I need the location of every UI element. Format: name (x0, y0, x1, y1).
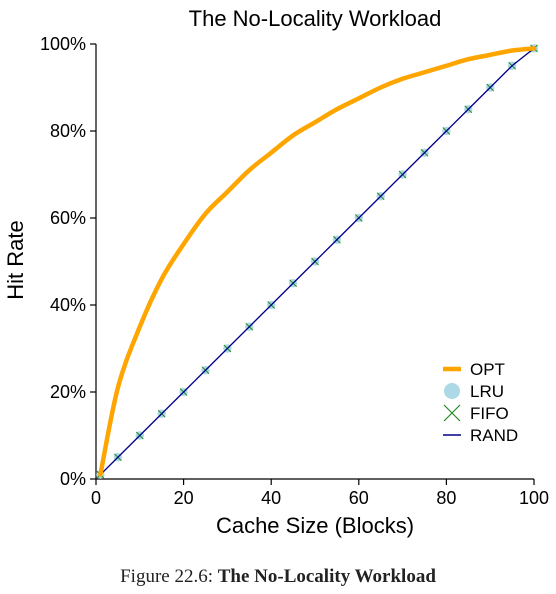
chart: The No-Locality Workload 0 20 40 60 80 100 0% 2… (3, 6, 549, 538)
legend-label: LRU (470, 382, 504, 401)
x-tick-label: 0 (91, 488, 101, 508)
legend-item-lru: LRU (444, 382, 504, 401)
y-axis-label: Hit Rate (3, 220, 28, 299)
caption-title: The No-Locality Workload (217, 566, 436, 587)
y-tick-label: 80% (50, 121, 86, 141)
legend-label: OPT (470, 360, 505, 379)
y-tick-label: 100% (40, 34, 86, 54)
rand-line (99, 47, 535, 476)
y-tick-label: 0% (60, 469, 86, 489)
legend-label: FIFO (470, 404, 509, 423)
caption-prefix: Figure 22.6: (120, 566, 218, 587)
legend-item-opt: OPT (443, 360, 505, 379)
opt-line (98, 46, 537, 477)
x-tick-label: 40 (261, 488, 281, 508)
figure-caption: Figure 22.6: The No-Locality Workload (0, 566, 556, 588)
legend-item-fifo: FIFO (443, 404, 509, 423)
x-tick-label: 80 (436, 488, 456, 508)
plot-area (96, 44, 539, 479)
x-tick-label: 20 (174, 488, 194, 508)
x-tick-label: 60 (349, 488, 369, 508)
axes: 0 20 40 60 80 100 0% 20% 40% 60% 80% 100% (40, 34, 549, 508)
y-tick-label: 40% (50, 295, 86, 315)
legend-item-rand: RAND (443, 426, 518, 445)
legend: OPT LRU FIFO RAND (443, 360, 518, 445)
legend-swatch (443, 404, 461, 422)
x-axis-label: Cache Size (Blocks) (216, 513, 414, 538)
chart-title: The No-Locality Workload (189, 6, 442, 31)
y-tick-label: 60% (50, 208, 86, 228)
x-tick-label: 100 (519, 488, 549, 508)
y-tick-label: 20% (50, 382, 86, 402)
legend-label: RAND (470, 426, 518, 445)
legend-swatch (444, 383, 460, 399)
